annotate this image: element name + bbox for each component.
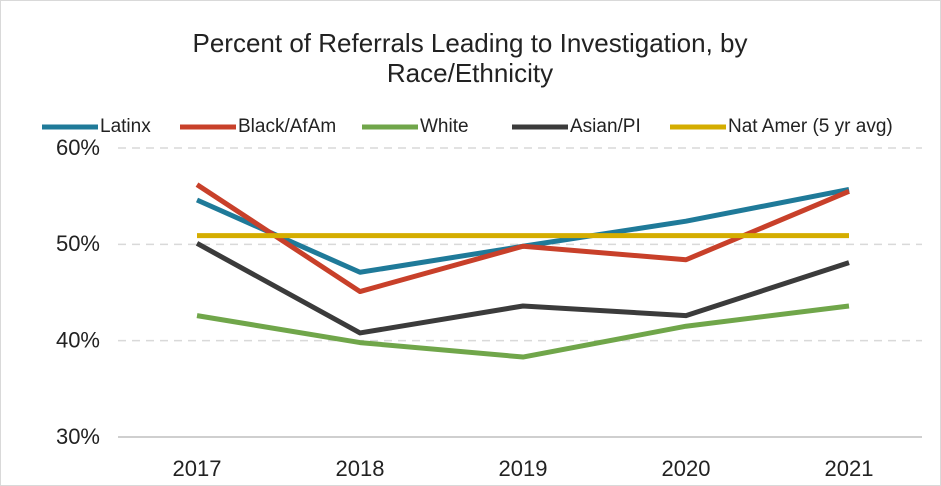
legend-label: Latinx [100,116,151,137]
y-tick-label: 60% [56,135,100,160]
x-tick-label: 2020 [662,456,711,481]
x-tick-label: 2019 [499,456,548,481]
y-tick-label: 30% [56,424,100,449]
legend-label: Black/AfAm [238,116,336,137]
legend-label: Nat Amer (5 yr avg) [728,116,893,137]
y-tick-label: 50% [56,231,100,256]
series-line [195,241,850,336]
x-tick-label: 2018 [336,456,385,481]
y-tick-label: 40% [56,327,100,352]
legend-label: White [420,116,469,137]
series-line [196,303,850,360]
legend-label: Asian/PI [570,116,641,137]
x-tick-label: 2017 [173,456,222,481]
chart-title: Percent of Referrals Leading to Investig… [192,28,748,88]
x-tick-label: 2021 [825,456,874,481]
